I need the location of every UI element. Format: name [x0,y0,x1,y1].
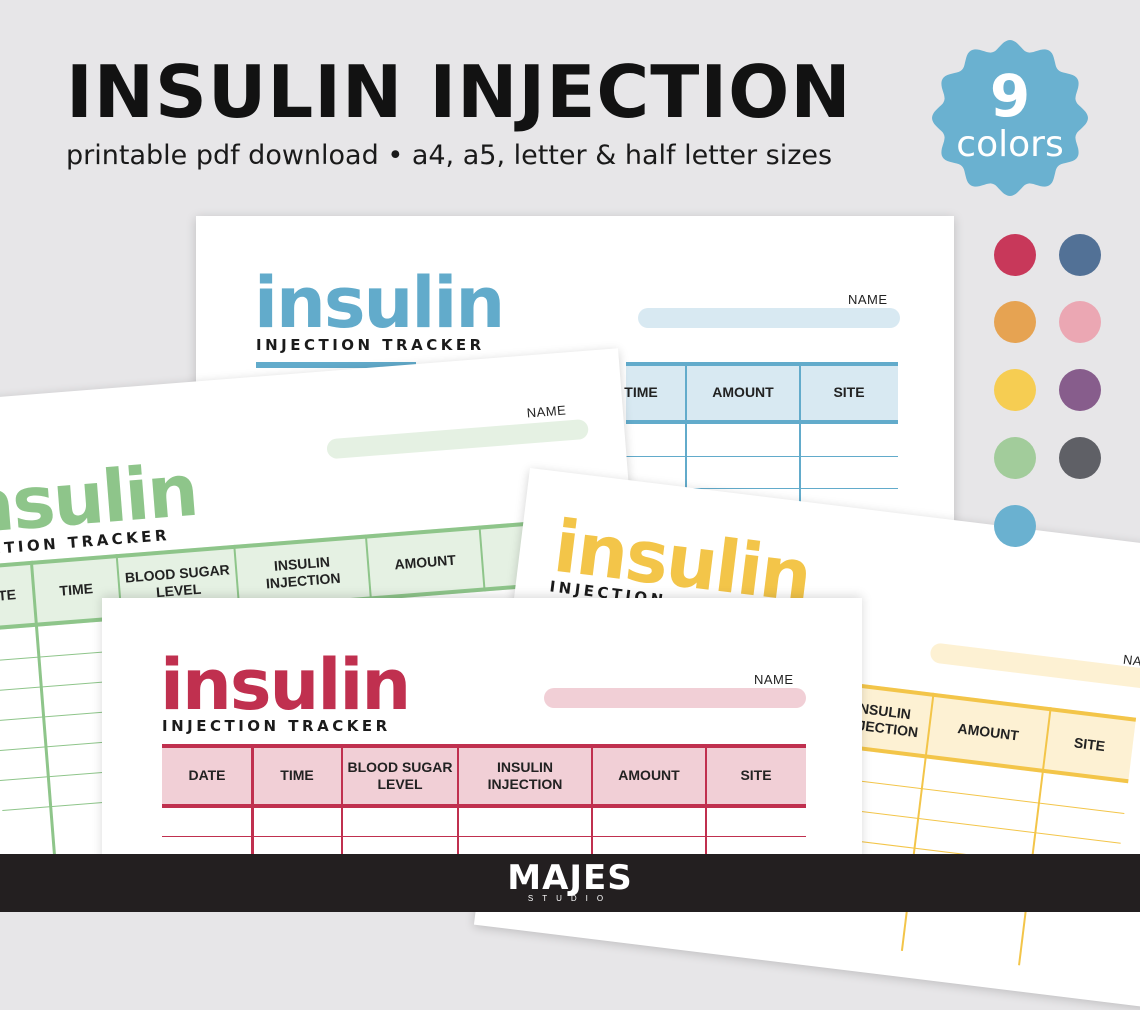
color-swatch-yellow [994,369,1036,411]
badge-number: 9 [989,62,1031,130]
column-header: SITE [740,767,772,784]
brand-logo: MAJES [507,858,633,898]
sheet-logo: insulin [254,262,505,344]
column-header: SITE [1073,734,1106,755]
row-line [822,806,1121,844]
badge-word: colors [956,124,1064,165]
footer-bar [0,854,1140,912]
name-label: NAME [848,292,888,307]
page-subtitle: printable pdf download • a4, a5, letter … [66,140,833,171]
color-swatch-charcoal [1059,437,1101,479]
tracker-sheet-red: insulin INJECTION TRACKER NAME DATE TIME… [102,598,862,898]
page-title: INSULIN INJECTION [66,50,852,134]
color-swatch-purple [1059,369,1101,411]
column-header: AMOUNT [618,767,680,784]
column-divider [591,744,593,864]
color-swatch-slate-blue [1059,234,1101,276]
column-divider [457,744,459,864]
column-header: AMOUNT [393,551,457,573]
column-divider [799,362,801,636]
column-header: BLOOD SUGAR LEVEL [347,758,453,793]
color-swatch-sky-blue [994,505,1036,547]
color-swatch-pink [1059,301,1101,343]
scalloped-badge-icon [932,40,1088,196]
table-header-row [162,744,806,808]
column-divider [705,744,707,864]
tracker-table: DATE TIME BLOOD SUGAR LEVEL INSULIN INJE… [162,744,806,864]
column-header: TIME [624,384,658,401]
row-line [626,488,898,489]
row-line [162,836,806,837]
color-swatch-raspberry [994,234,1036,276]
column-divider [251,744,254,864]
brand-logo-sub: STUDIO [527,894,613,903]
column-header: INSULIN INJECTION [265,553,342,592]
name-field [544,688,806,708]
sheet-logo: insulin [160,644,411,726]
column-divider [341,744,343,864]
name-label: NAME [526,402,567,421]
column-header: DATE [188,767,226,784]
name-field [929,642,1140,695]
color-count-badge-shape [932,40,1088,196]
sheet-logo-sub: INJECTION TRACKER [162,717,391,735]
name-field [638,308,900,328]
row-line [826,776,1125,815]
color-swatch-orange [994,301,1036,343]
name-label: NAME [754,672,794,687]
logo-underline [256,362,416,368]
column-header: TIME [280,767,314,784]
table-header-row [626,362,898,424]
name-field [326,418,589,460]
column-header: INSULIN INJECTION [487,758,563,793]
column-header: SITE [833,384,865,401]
column-header: AMOUNT [712,384,774,401]
sheet-logo-sub: INJECTION TRACKER [256,336,485,354]
color-swatch-green [994,437,1036,479]
row-line [626,456,898,457]
